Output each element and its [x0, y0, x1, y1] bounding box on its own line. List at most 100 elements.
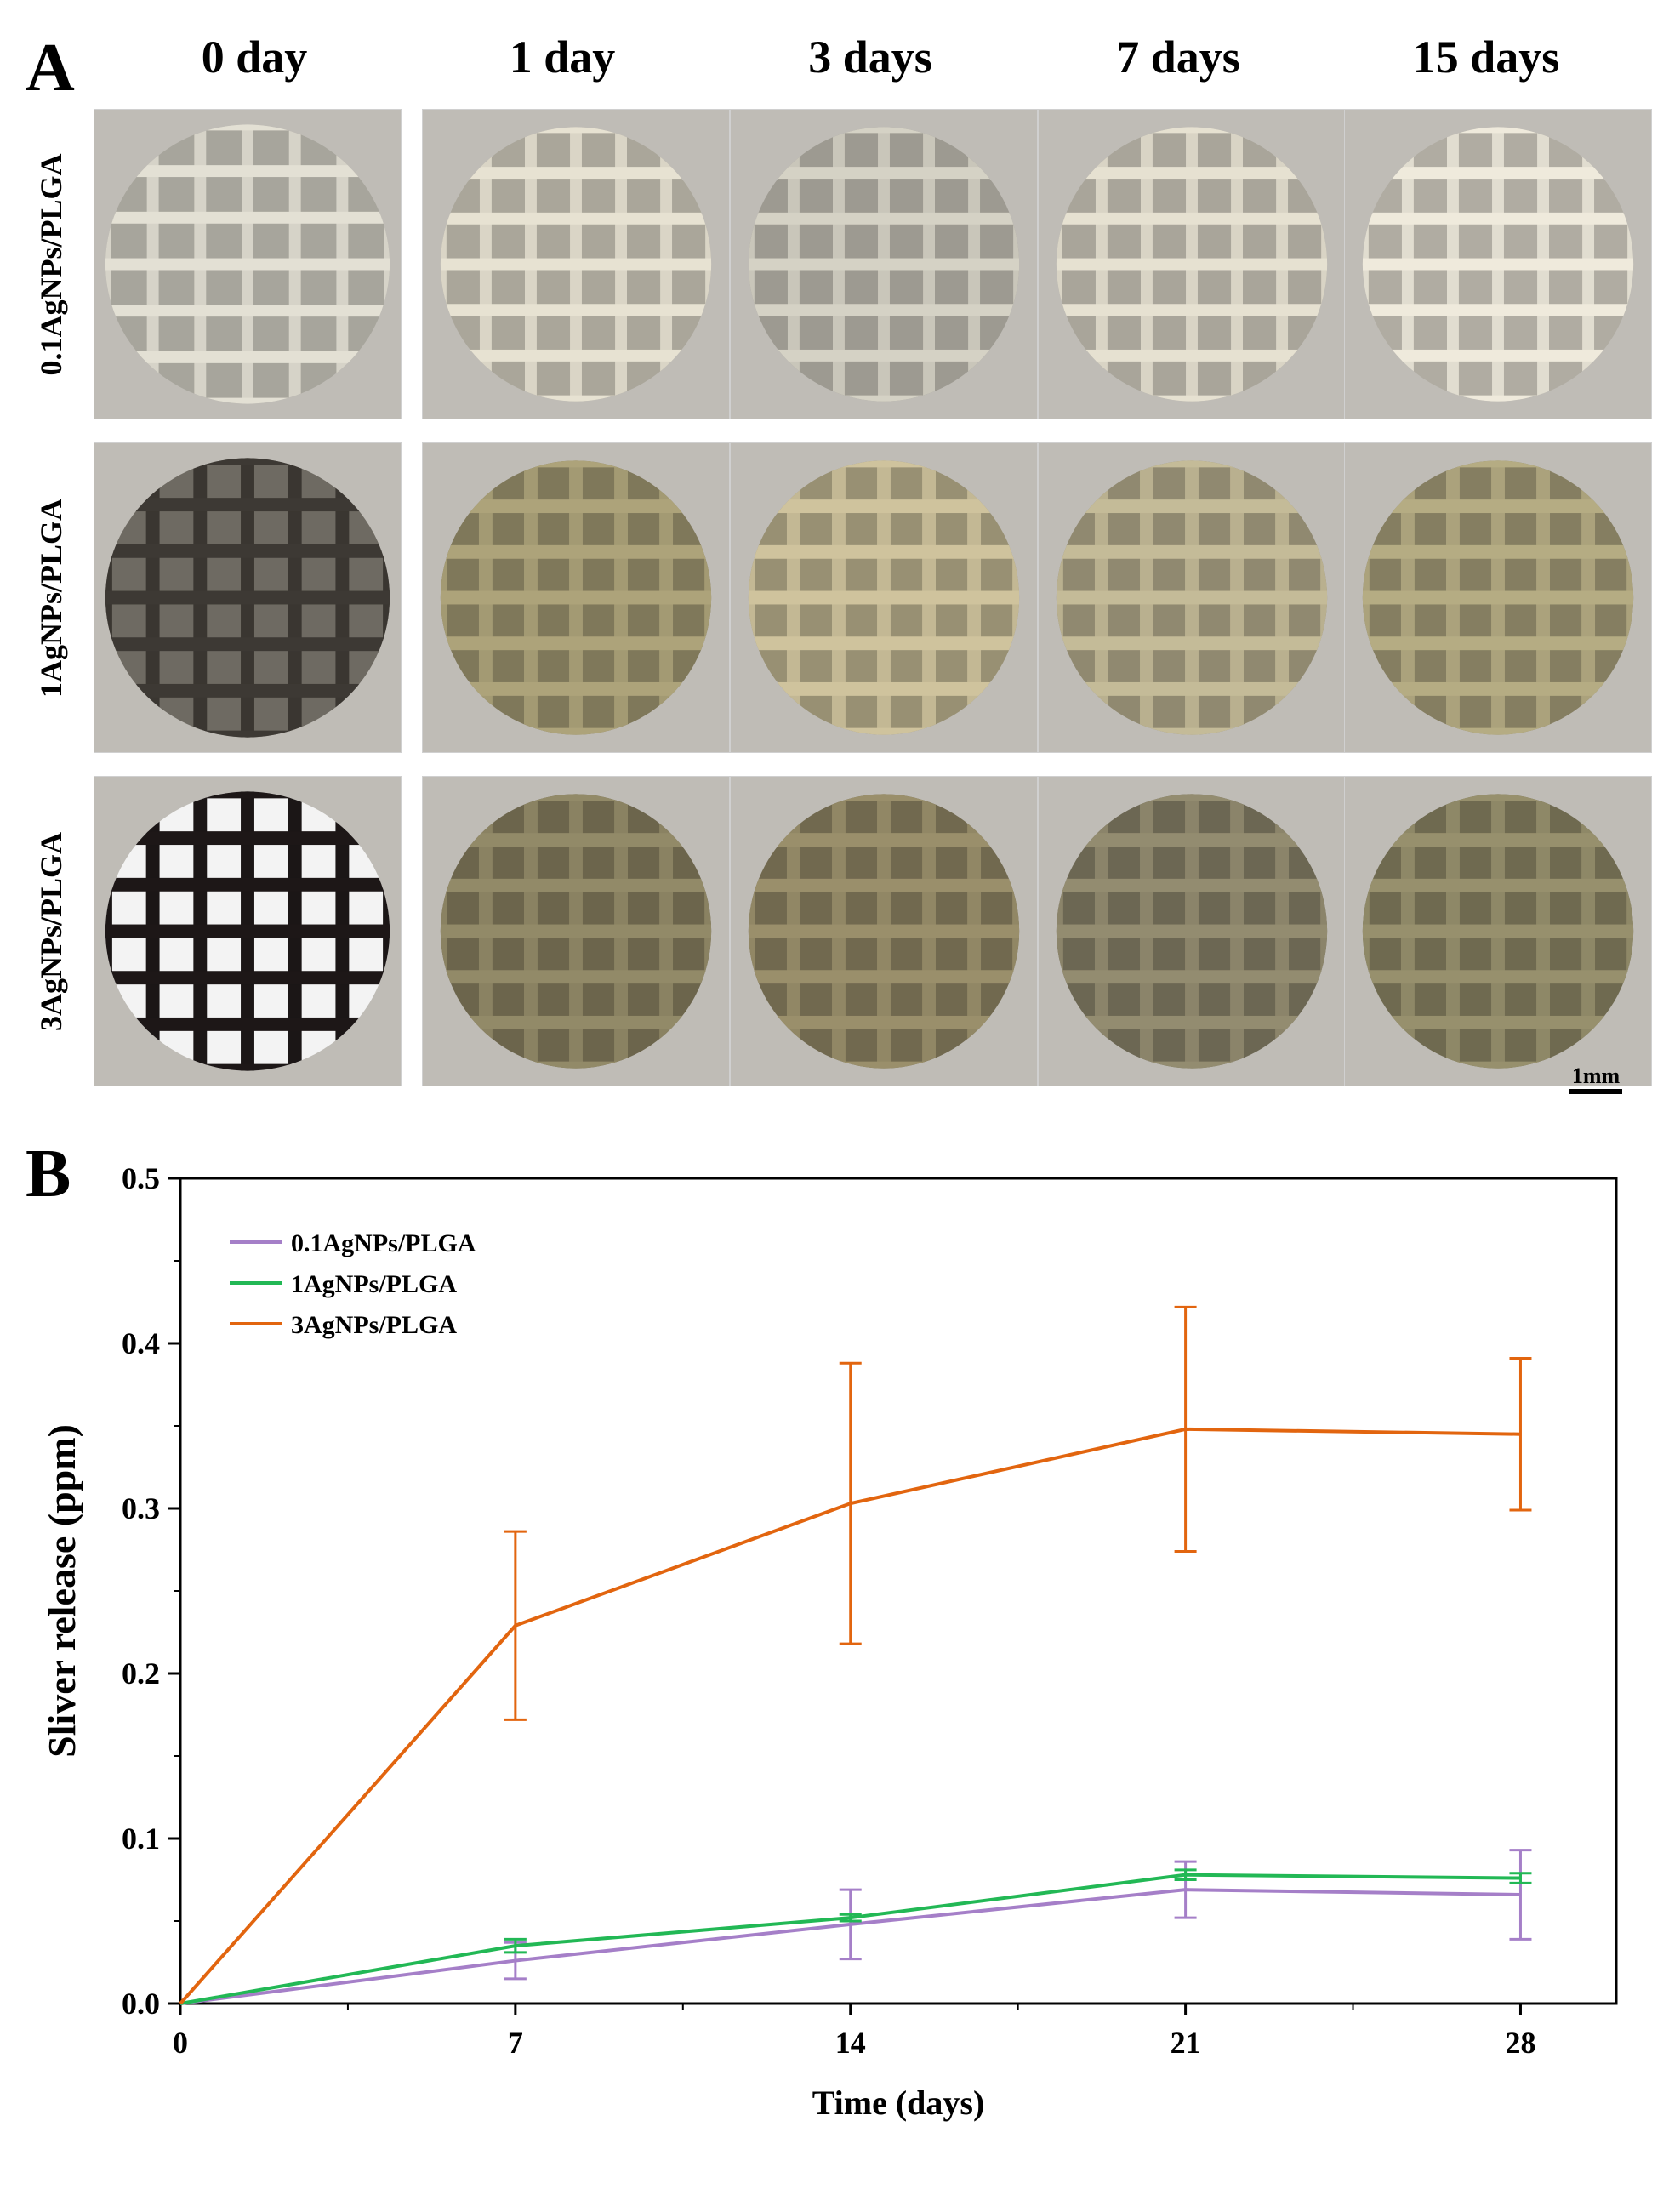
scaffold-strands: [748, 460, 1020, 735]
scaffold-strand-horizontal: [105, 165, 390, 178]
scaffold-strand-horizontal: [440, 924, 712, 938]
scaffold-photo: [94, 109, 402, 419]
scaffold-strand-horizontal: [748, 304, 1020, 316]
scaffold-strand-horizontal: [105, 683, 390, 698]
scaffold-strand-horizontal: [1362, 833, 1634, 847]
scaffold-strands: [1056, 794, 1328, 1069]
scaffold-illustration: [1056, 127, 1328, 402]
row-label-1agnps-plga: 1AgNPs/PLGA: [34, 498, 68, 698]
scaffold-strand-horizontal: [105, 498, 390, 512]
scaffold-photo: [730, 776, 1038, 1086]
scaffold-strand-horizontal: [748, 349, 1020, 362]
scaffold-strand-horizontal: [440, 1015, 712, 1029]
scaffold-strands: [440, 460, 712, 735]
scaffold-photo: [1344, 776, 1652, 1086]
row-label-wrapper: 1AgNPs/PLGA: [17, 442, 85, 753]
legend-label: 1AgNPs/PLGA: [291, 1270, 457, 1298]
scale-bar-label: 1mm: [1571, 1063, 1621, 1088]
y-tick-label: 0.2: [122, 1656, 160, 1690]
scaffold-strand-horizontal: [1362, 727, 1634, 735]
scaffold-strands: [748, 794, 1020, 1069]
scaffold-strands: [1362, 794, 1634, 1069]
scaffold-strand-horizontal: [748, 794, 1020, 801]
scaffold-strand-horizontal: [440, 590, 712, 605]
scaffold-strands: [1362, 127, 1634, 402]
scaffold-strand-horizontal: [748, 1015, 1020, 1029]
scaffold-strand-horizontal: [440, 395, 712, 402]
scaffold-photo: [1344, 442, 1652, 753]
x-tick-label: 21: [1171, 2026, 1201, 2060]
column-header-0-day: 0 day: [201, 31, 308, 83]
scaffold-strand-horizontal: [1056, 127, 1328, 134]
scaffold-strand-horizontal: [1056, 499, 1328, 514]
scaffold-strand-horizontal: [748, 924, 1020, 938]
scaffold-strand-horizontal: [105, 305, 390, 317]
scaffold-strand-horizontal: [105, 791, 390, 799]
y-tick-label: 0.0: [122, 1987, 160, 2021]
column-header-3-days: 3 days: [808, 31, 932, 83]
scaffold-strand-horizontal: [105, 877, 390, 892]
scaffold-photo: [1038, 109, 1346, 419]
scaffold-strand-horizontal: [748, 636, 1020, 651]
scaffold-strand-horizontal: [105, 1063, 390, 1071]
scaffold-strands: [1362, 460, 1634, 735]
scaffold-illustration: [748, 460, 1020, 735]
scaffold-strand-horizontal: [1362, 681, 1634, 696]
scaffold-strand-horizontal: [1362, 544, 1634, 559]
scaffold-strand-horizontal: [1056, 167, 1328, 180]
scaffold-strand-horizontal: [1362, 636, 1634, 651]
scaffold-strand-horizontal: [440, 304, 712, 316]
scaffold-strand-horizontal: [440, 460, 712, 468]
scaffold-strand-horizontal: [1362, 878, 1634, 892]
row-label-3agnps-plga: 3AgNPs/PLGA: [34, 831, 68, 1031]
x-tick-label: 28: [1505, 2026, 1535, 2060]
scaffold-strand-horizontal: [440, 258, 712, 271]
scaffold-strand-horizontal: [440, 212, 712, 225]
scaffold-strand-horizontal: [1362, 460, 1634, 468]
scaffold-strand-horizontal: [440, 681, 712, 696]
scaffold-illustration: [440, 127, 712, 402]
scaffold-strand-horizontal: [440, 499, 712, 514]
scaffold-strand-horizontal: [1056, 878, 1328, 892]
scaffold-photo: [422, 442, 730, 753]
scaffold-strand-horizontal: [748, 970, 1020, 984]
scaffold-strand-horizontal: [1056, 544, 1328, 559]
scaffold-strand-horizontal: [440, 1061, 712, 1069]
scaffold-photo: [94, 776, 402, 1086]
scaffold-photo: [1344, 109, 1652, 419]
scaffold-strand-horizontal: [748, 878, 1020, 892]
y-tick-label: 0.1: [122, 1821, 160, 1856]
scaffold-strand-horizontal: [748, 212, 1020, 225]
scaffold-strand-horizontal: [748, 258, 1020, 271]
scaffold-strand-horizontal: [748, 833, 1020, 847]
scaffold-strand-horizontal: [1362, 924, 1634, 938]
scaffold-illustration: [105, 458, 390, 738]
scaffold-strand-horizontal: [105, 211, 390, 224]
scaffold-illustration: [748, 794, 1020, 1069]
scaffold-strands: [440, 794, 712, 1069]
scaffold-illustration: [105, 791, 390, 1071]
y-axis-title: Sliver release (ppm): [40, 1424, 83, 1758]
scaffold-strand-horizontal: [748, 544, 1020, 559]
scaffold-strand-horizontal: [1056, 924, 1328, 938]
scaffold-strand-horizontal: [1056, 212, 1328, 225]
row-label-0-1agnps-plga: 0.1AgNPs/PLGA: [34, 153, 68, 375]
column-header-15-days: 15 days: [1412, 31, 1560, 83]
scaffold-strand-horizontal: [1362, 212, 1634, 225]
scaffold-strand-horizontal: [1056, 395, 1328, 402]
scaffold-strand-horizontal: [1056, 681, 1328, 696]
scaffold-strand-horizontal: [1362, 590, 1634, 605]
scaffold-strand-horizontal: [105, 124, 390, 131]
scale-bar: 1mm: [1569, 1065, 1622, 1094]
x-axis-title: Time (days): [812, 2084, 985, 2122]
scaffold-strand-horizontal: [748, 1061, 1020, 1069]
scaffold-strand-horizontal: [440, 878, 712, 892]
scaffold-strand-horizontal: [748, 395, 1020, 402]
scaffold-strand-horizontal: [1056, 794, 1328, 801]
scaffold-illustration: [1362, 794, 1634, 1069]
x-tick-label: 14: [835, 2026, 866, 2060]
scaffold-strands: [748, 127, 1020, 402]
row-label-wrapper: 0.1AgNPs/PLGA: [17, 109, 85, 419]
scaffold-photo: [1038, 776, 1346, 1086]
scaffold-strand-horizontal: [1056, 970, 1328, 984]
